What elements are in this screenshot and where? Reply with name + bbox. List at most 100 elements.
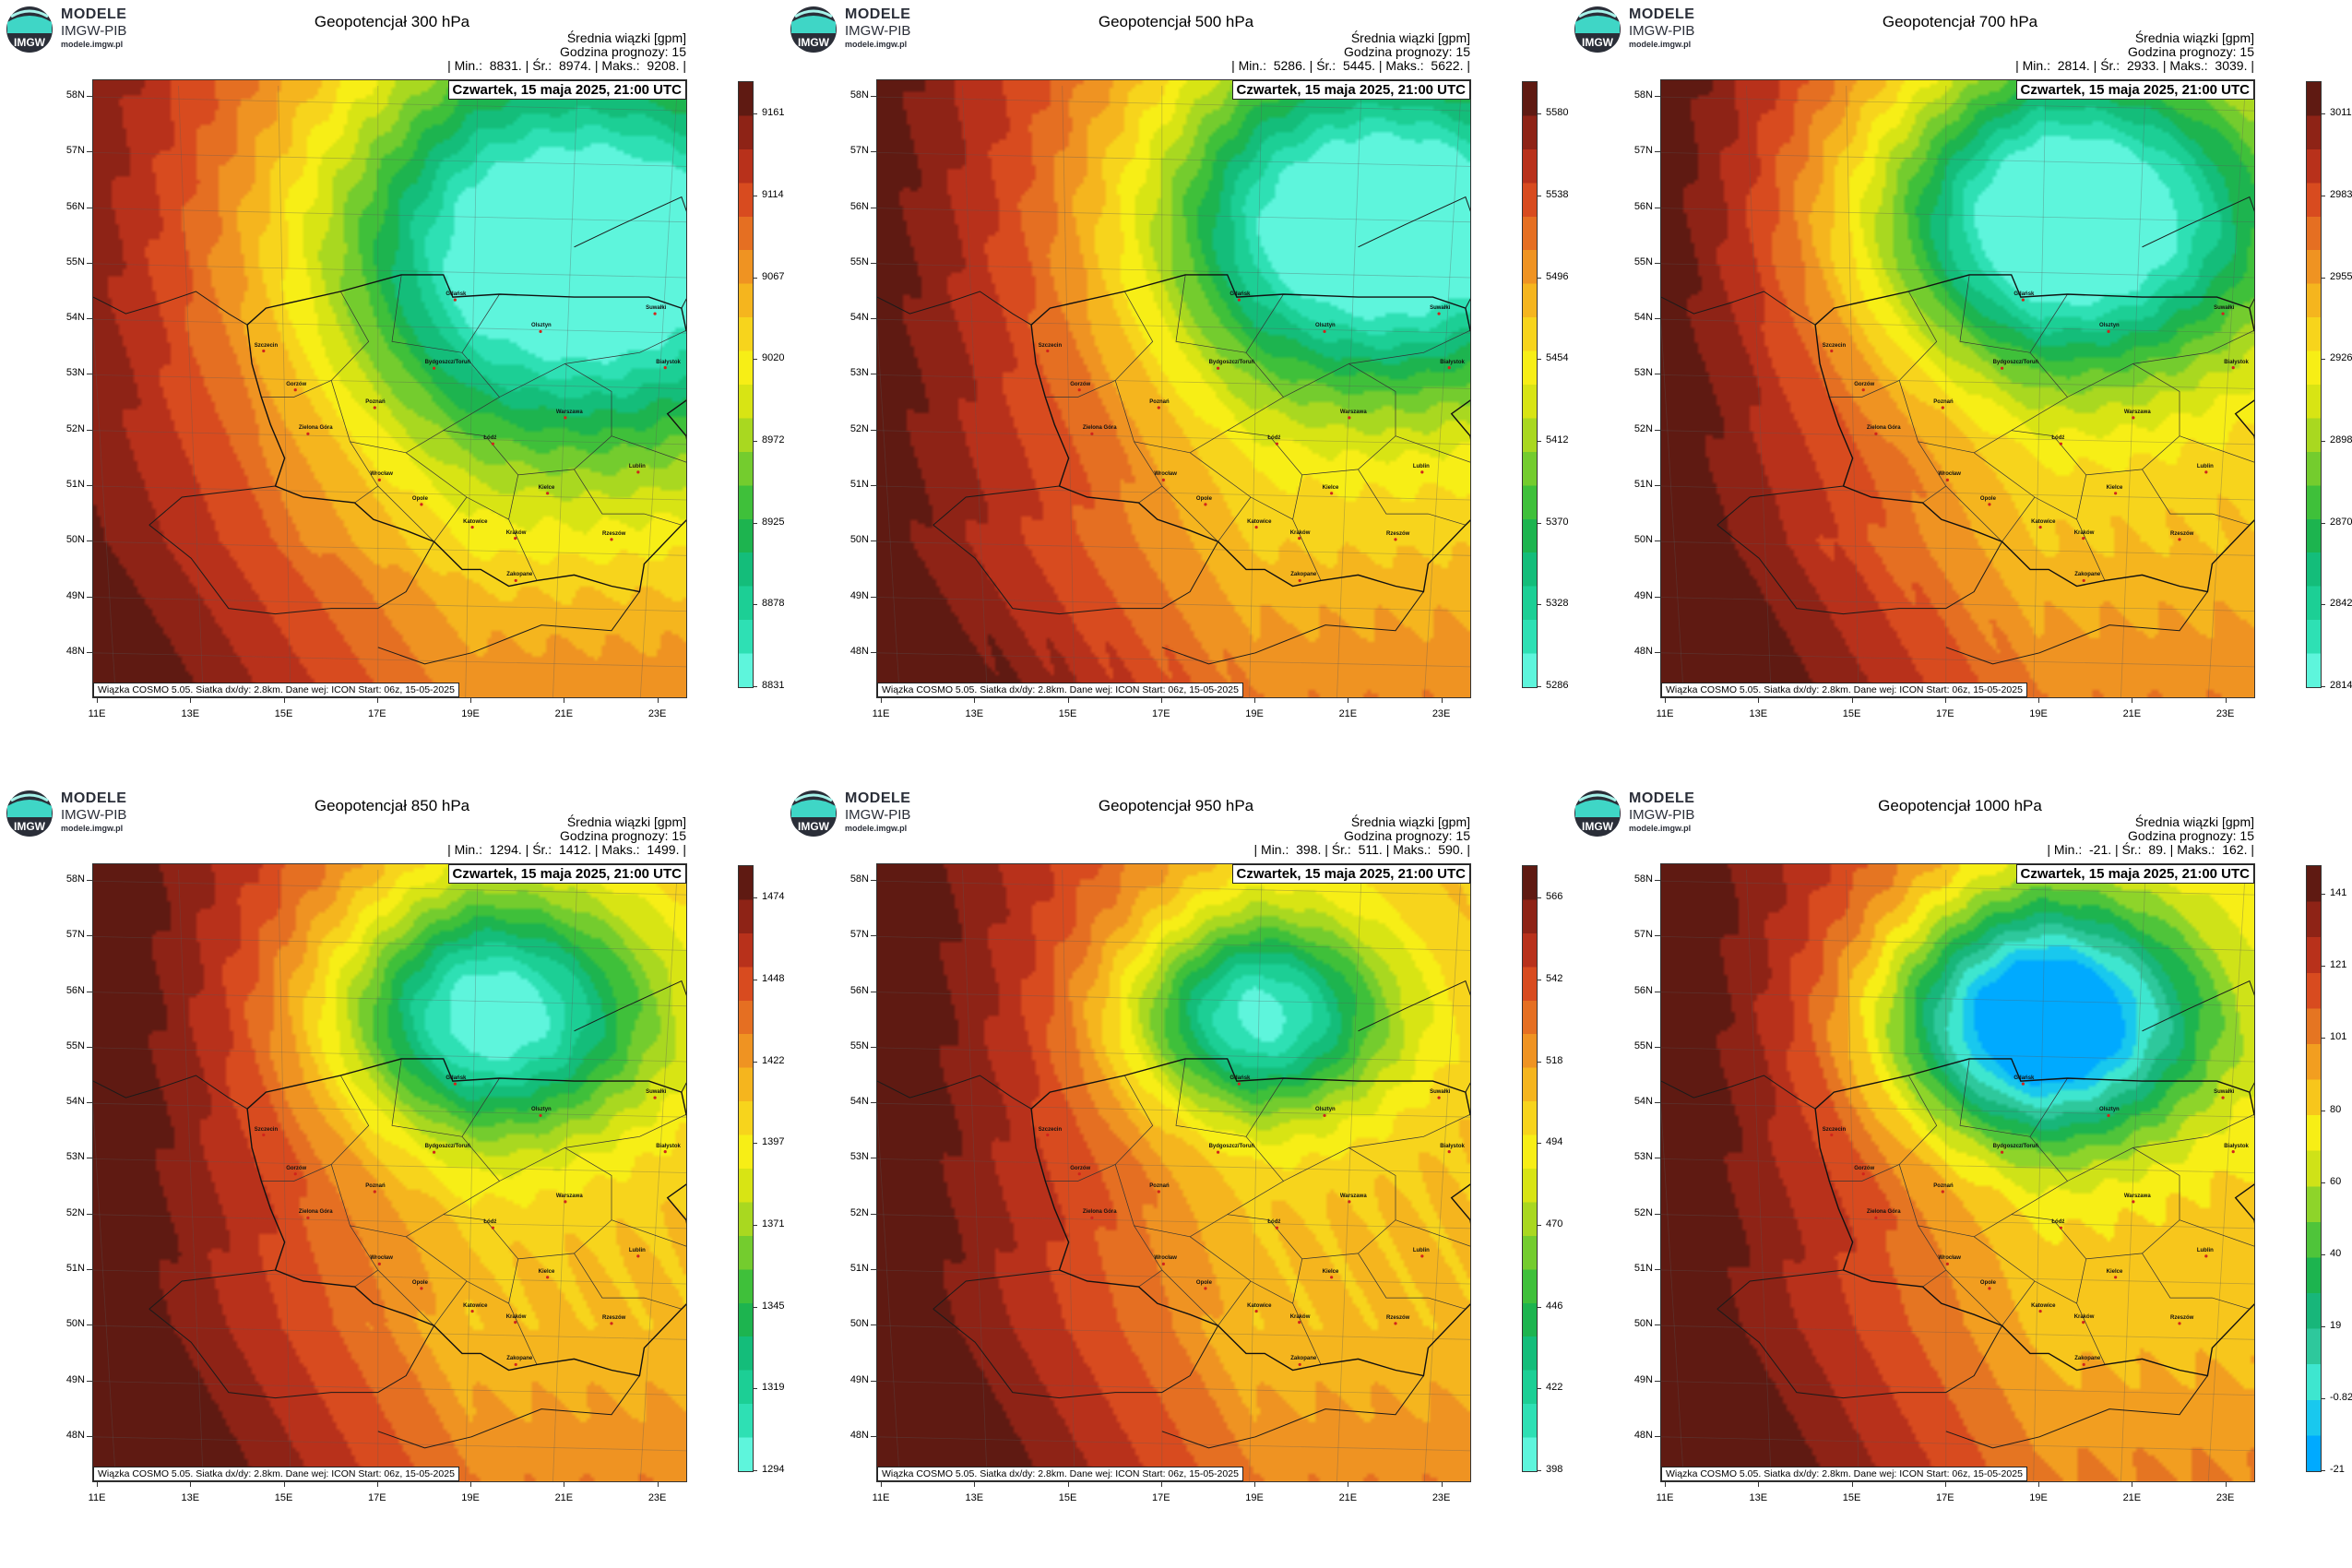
voivodeship-border [611,435,686,463]
map-area[interactable]: Gdańsk Olsztyn Suwałki Białystok Szczecin Byd… [1660,863,2255,1482]
logo-text: IMGW [798,36,830,49]
city-label: Gdańsk [1229,1075,1251,1082]
city-label: Katowice [463,518,488,525]
colorbar-tick [1537,113,1541,115]
country-border [932,524,1219,615]
panel-title: Geopotencjał 300 hPa [314,13,470,30]
brand-block: MODELE IMGW-PIB modele.imgw.pl [61,791,126,833]
colorbar-tick-label: 9067 [762,270,785,282]
lat-tick [871,151,876,153]
lon-tick-label: 13E [181,708,200,719]
lat-tick [87,429,92,431]
lon-tick-label: 23E [647,708,667,719]
map-area[interactable]: Gdańsk Olsztyn Suwałki Białystok Szczecin Byd… [876,79,1471,698]
city-dot [1237,298,1241,302]
city-label: Zielona Góra [1082,1209,1117,1216]
brand-site[interactable]: modele.imgw.pl [1629,824,1692,833]
city-label: Białystok [2224,359,2249,365]
map-area[interactable]: Gdańsk Olsztyn Suwałki Białystok Szczecin Byd… [876,863,1471,1482]
colorbar-tick [1537,441,1541,443]
lat-tick [1655,1380,1660,1382]
city-dot [293,388,297,392]
lon-tick [1441,697,1443,703]
lat-tick [1655,1268,1660,1270]
city-label: Zielona Góra [298,1209,333,1216]
colorbar-tick [2321,1038,2325,1039]
meridian-line [278,85,291,697]
city-dot [2021,1082,2025,1086]
city-dot [453,298,457,302]
lon-tick-label: 21E [2122,708,2142,719]
lat-tick [1655,96,1660,98]
meridian-line [1062,85,1075,697]
lon-tick [2225,697,2227,703]
brand-site[interactable]: modele.imgw.pl [61,40,124,49]
lat-tick-label: 53N [1633,1151,1653,1163]
brand-site[interactable]: modele.imgw.pl [61,824,124,833]
colorbar-tick-label: 2955 [2330,270,2352,282]
colorbar-tick-label: 2842 [2330,598,2352,610]
lon-tick-label: 19E [1245,708,1264,719]
parallel-line [877,880,1470,896]
lat-tick [871,318,876,320]
city-dot [1861,1172,1865,1176]
city-label: Olsztyn [1315,1107,1336,1113]
city-label: Bydgoszcz/Toruń [424,360,471,366]
lat-tick-label: 57N [849,145,869,157]
parallel-line [877,374,1470,389]
parallel-line [1661,1047,2254,1063]
logo-text: IMGW [1582,820,1614,833]
voivodeship-border [1161,485,1218,542]
colorbar-tick [753,1061,757,1063]
parallel-line [93,374,686,389]
colorbar-tick-label: -0.828 [2330,1391,2352,1403]
city-dot [1237,1082,1241,1086]
parallel-line [1661,318,2254,334]
city-dot [453,1082,457,1086]
colorbar-tick-label: 5496 [1546,270,1569,282]
parallel-line [93,652,686,668]
lat-tick [87,880,92,882]
lon-tick-label: 17E [368,708,386,719]
lat-tick-label: 56N [1633,984,1653,996]
meridian-line [1846,869,1859,1481]
brand-site[interactable]: modele.imgw.pl [1629,40,1692,49]
panel-title: Geopotencjał 850 hPa [314,797,470,814]
model-info-footer: Wiązka COSMO 5.05. Siatka dx/dy: 2.8km. … [1661,683,2027,697]
city-dot [373,406,376,410]
city-label: Opole [1979,495,1996,502]
colorbar-tick [1537,1388,1541,1390]
lat-tick [1655,429,1660,431]
city-dot [1161,1262,1165,1265]
voivodeship-border [405,1236,519,1304]
city-label: Rzeszów [1385,530,1410,537]
city-label: Kraków [2073,529,2095,536]
country-border [2142,196,2254,309]
map-area[interactable]: Gdańsk Olsztyn Suwałki Białystok Szczecin Byd… [92,863,687,1482]
voivodeship-border [1292,518,1322,581]
lon-tick-label: 19E [1245,1492,1264,1503]
map-overlay [93,85,686,697]
lon-tick [470,697,472,703]
lat-tick [87,318,92,320]
city-label: Łódź [483,1219,497,1226]
lat-tick [87,1213,92,1215]
city-dot [546,492,550,495]
lat-tick [87,151,92,153]
voivodeship-border [2002,1280,2036,1326]
map-area[interactable]: Gdańsk Olsztyn Suwałki Białystok Szczecin Byd… [92,79,687,698]
meridian-line [2120,85,2146,697]
city-label: Szczecin [254,342,279,349]
meridian-line [962,85,988,697]
brand-site[interactable]: modele.imgw.pl [845,824,908,833]
city-label: Zakopane [506,1356,533,1362]
lon-tick [1067,697,1069,703]
colorbar-tick [753,113,757,115]
brand-site[interactable]: modele.imgw.pl [845,40,908,49]
voivodeship-border [1045,291,1154,398]
colorbar-tick [753,277,757,279]
map-area[interactable]: Gdańsk Olsztyn Suwałki Białystok Szczecin Byd… [1660,79,2255,698]
voivodeship-border [1189,452,1303,520]
voivodeship-border [1218,1280,1252,1326]
city-dot [1348,416,1351,420]
